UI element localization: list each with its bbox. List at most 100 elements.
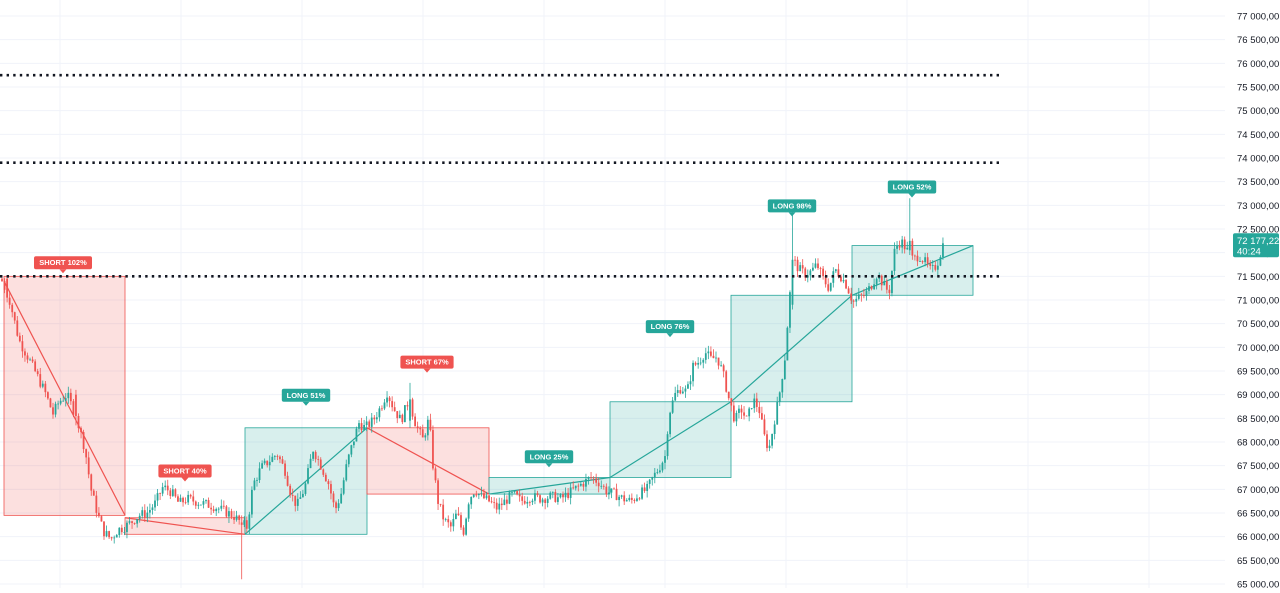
- position-badge-label: LONG 51%: [287, 391, 326, 400]
- candle-body: [421, 429, 424, 438]
- candle-body: [796, 259, 799, 272]
- candle-body: [939, 257, 942, 266]
- candle-body: [192, 496, 195, 502]
- y-tick-label: 71 500,00: [1237, 272, 1279, 283]
- candle-body: [475, 494, 478, 496]
- candle-body: [567, 492, 569, 498]
- candle-body: [651, 477, 654, 480]
- y-tick-label: 71 000,00: [1237, 296, 1279, 307]
- candle-body: [704, 353, 707, 360]
- candle-body: [54, 403, 57, 415]
- candle-body: [248, 514, 251, 529]
- candle-body: [238, 515, 241, 520]
- position-badge-label: LONG 52%: [893, 183, 932, 192]
- candle-body: [126, 522, 128, 533]
- candle-body: [284, 463, 286, 476]
- y-tick-label: 65 000,00: [1237, 580, 1279, 589]
- candle-body: [521, 496, 524, 501]
- candle-body: [171, 489, 174, 496]
- last-price-timer: 40:24: [1237, 246, 1261, 257]
- candle-body: [783, 360, 786, 380]
- position-badge-bg: [767, 199, 817, 213]
- candle-body: [896, 245, 898, 249]
- candle-body: [837, 269, 840, 277]
- candle-body: [901, 239, 904, 248]
- candle-body: [891, 270, 893, 294]
- candle-body: [470, 496, 473, 505]
- candle-body: [363, 424, 365, 431]
- y-tick-label: 68 500,00: [1237, 414, 1279, 425]
- candle-body: [541, 499, 544, 503]
- candle-body: [307, 468, 309, 484]
- candle-body: [465, 518, 467, 535]
- candle-body: [806, 275, 809, 278]
- candle-body: [852, 300, 855, 302]
- candle-body: [409, 399, 411, 421]
- candle-body: [750, 408, 753, 409]
- candle-body: [518, 494, 521, 497]
- y-tick-label: 68 000,00: [1237, 438, 1279, 449]
- candle-body: [432, 430, 434, 469]
- candle-body: [462, 527, 465, 535]
- candle-body: [29, 359, 31, 361]
- candle-body: [154, 500, 156, 508]
- candle-body: [18, 335, 21, 342]
- y-tick-label: 74 000,00: [1237, 154, 1279, 165]
- position-badge: LONG 51%: [281, 388, 331, 406]
- candle-body: [419, 428, 422, 430]
- candle-body: [863, 295, 865, 297]
- candle-body: [434, 468, 437, 481]
- candle-body: [342, 480, 345, 494]
- candle-body: [480, 493, 483, 494]
- candle-body: [893, 248, 896, 271]
- candle-body: [643, 487, 646, 492]
- candle-body: [39, 374, 42, 387]
- candle-body: [406, 405, 409, 407]
- candle-body: [358, 423, 360, 429]
- candle-body: [179, 497, 182, 502]
- candle-body: [455, 513, 457, 520]
- candle-body: [273, 456, 276, 457]
- candle-body: [559, 494, 562, 498]
- candle-body: [457, 513, 460, 516]
- candle-body: [743, 412, 745, 416]
- candle-body: [166, 485, 169, 491]
- candle-body: [506, 499, 508, 504]
- candle-body: [888, 289, 891, 294]
- candle-body: [557, 497, 559, 502]
- candle-body: [684, 388, 687, 392]
- candle-body: [776, 402, 779, 425]
- candle-body: [164, 485, 167, 488]
- candle-body: [225, 506, 228, 517]
- position-badge-bg: [887, 180, 937, 194]
- candle-body: [360, 423, 363, 431]
- candle-body: [319, 459, 322, 470]
- candle-body: [207, 500, 210, 508]
- last-price-value: 72 177,22: [1237, 236, 1279, 247]
- candle-body: [103, 521, 105, 537]
- position-badge-pointer: [59, 269, 67, 274]
- candle-body: [569, 487, 572, 498]
- candle-body: [605, 486, 608, 495]
- candle-body: [184, 502, 187, 504]
- candle-body: [697, 362, 700, 365]
- position-trend-line: [609, 401, 732, 479]
- y-tick-label: 76 500,00: [1237, 35, 1279, 46]
- candle-body: [914, 255, 916, 257]
- position-badge-bg: [524, 450, 574, 464]
- candle-body: [386, 397, 388, 403]
- candle-body: [105, 531, 108, 537]
- position-badges: SHORT 102% SHORT 40% LONG 51% SHORT 67% LONG…: [34, 180, 937, 482]
- candle-body: [620, 495, 623, 497]
- candle-body: [564, 492, 567, 498]
- candle-body: [95, 495, 98, 513]
- candle-body: [638, 498, 641, 500]
- candle-body: [646, 483, 649, 492]
- candle-series[interactable]: [1, 198, 944, 580]
- candle-body: [8, 297, 11, 305]
- candle-body: [845, 280, 847, 289]
- candle-body: [304, 483, 307, 494]
- price-axis[interactable]: 65 000,00 65 500,00 66 000,00 66 500,00 67 0…: [1237, 12, 1279, 591]
